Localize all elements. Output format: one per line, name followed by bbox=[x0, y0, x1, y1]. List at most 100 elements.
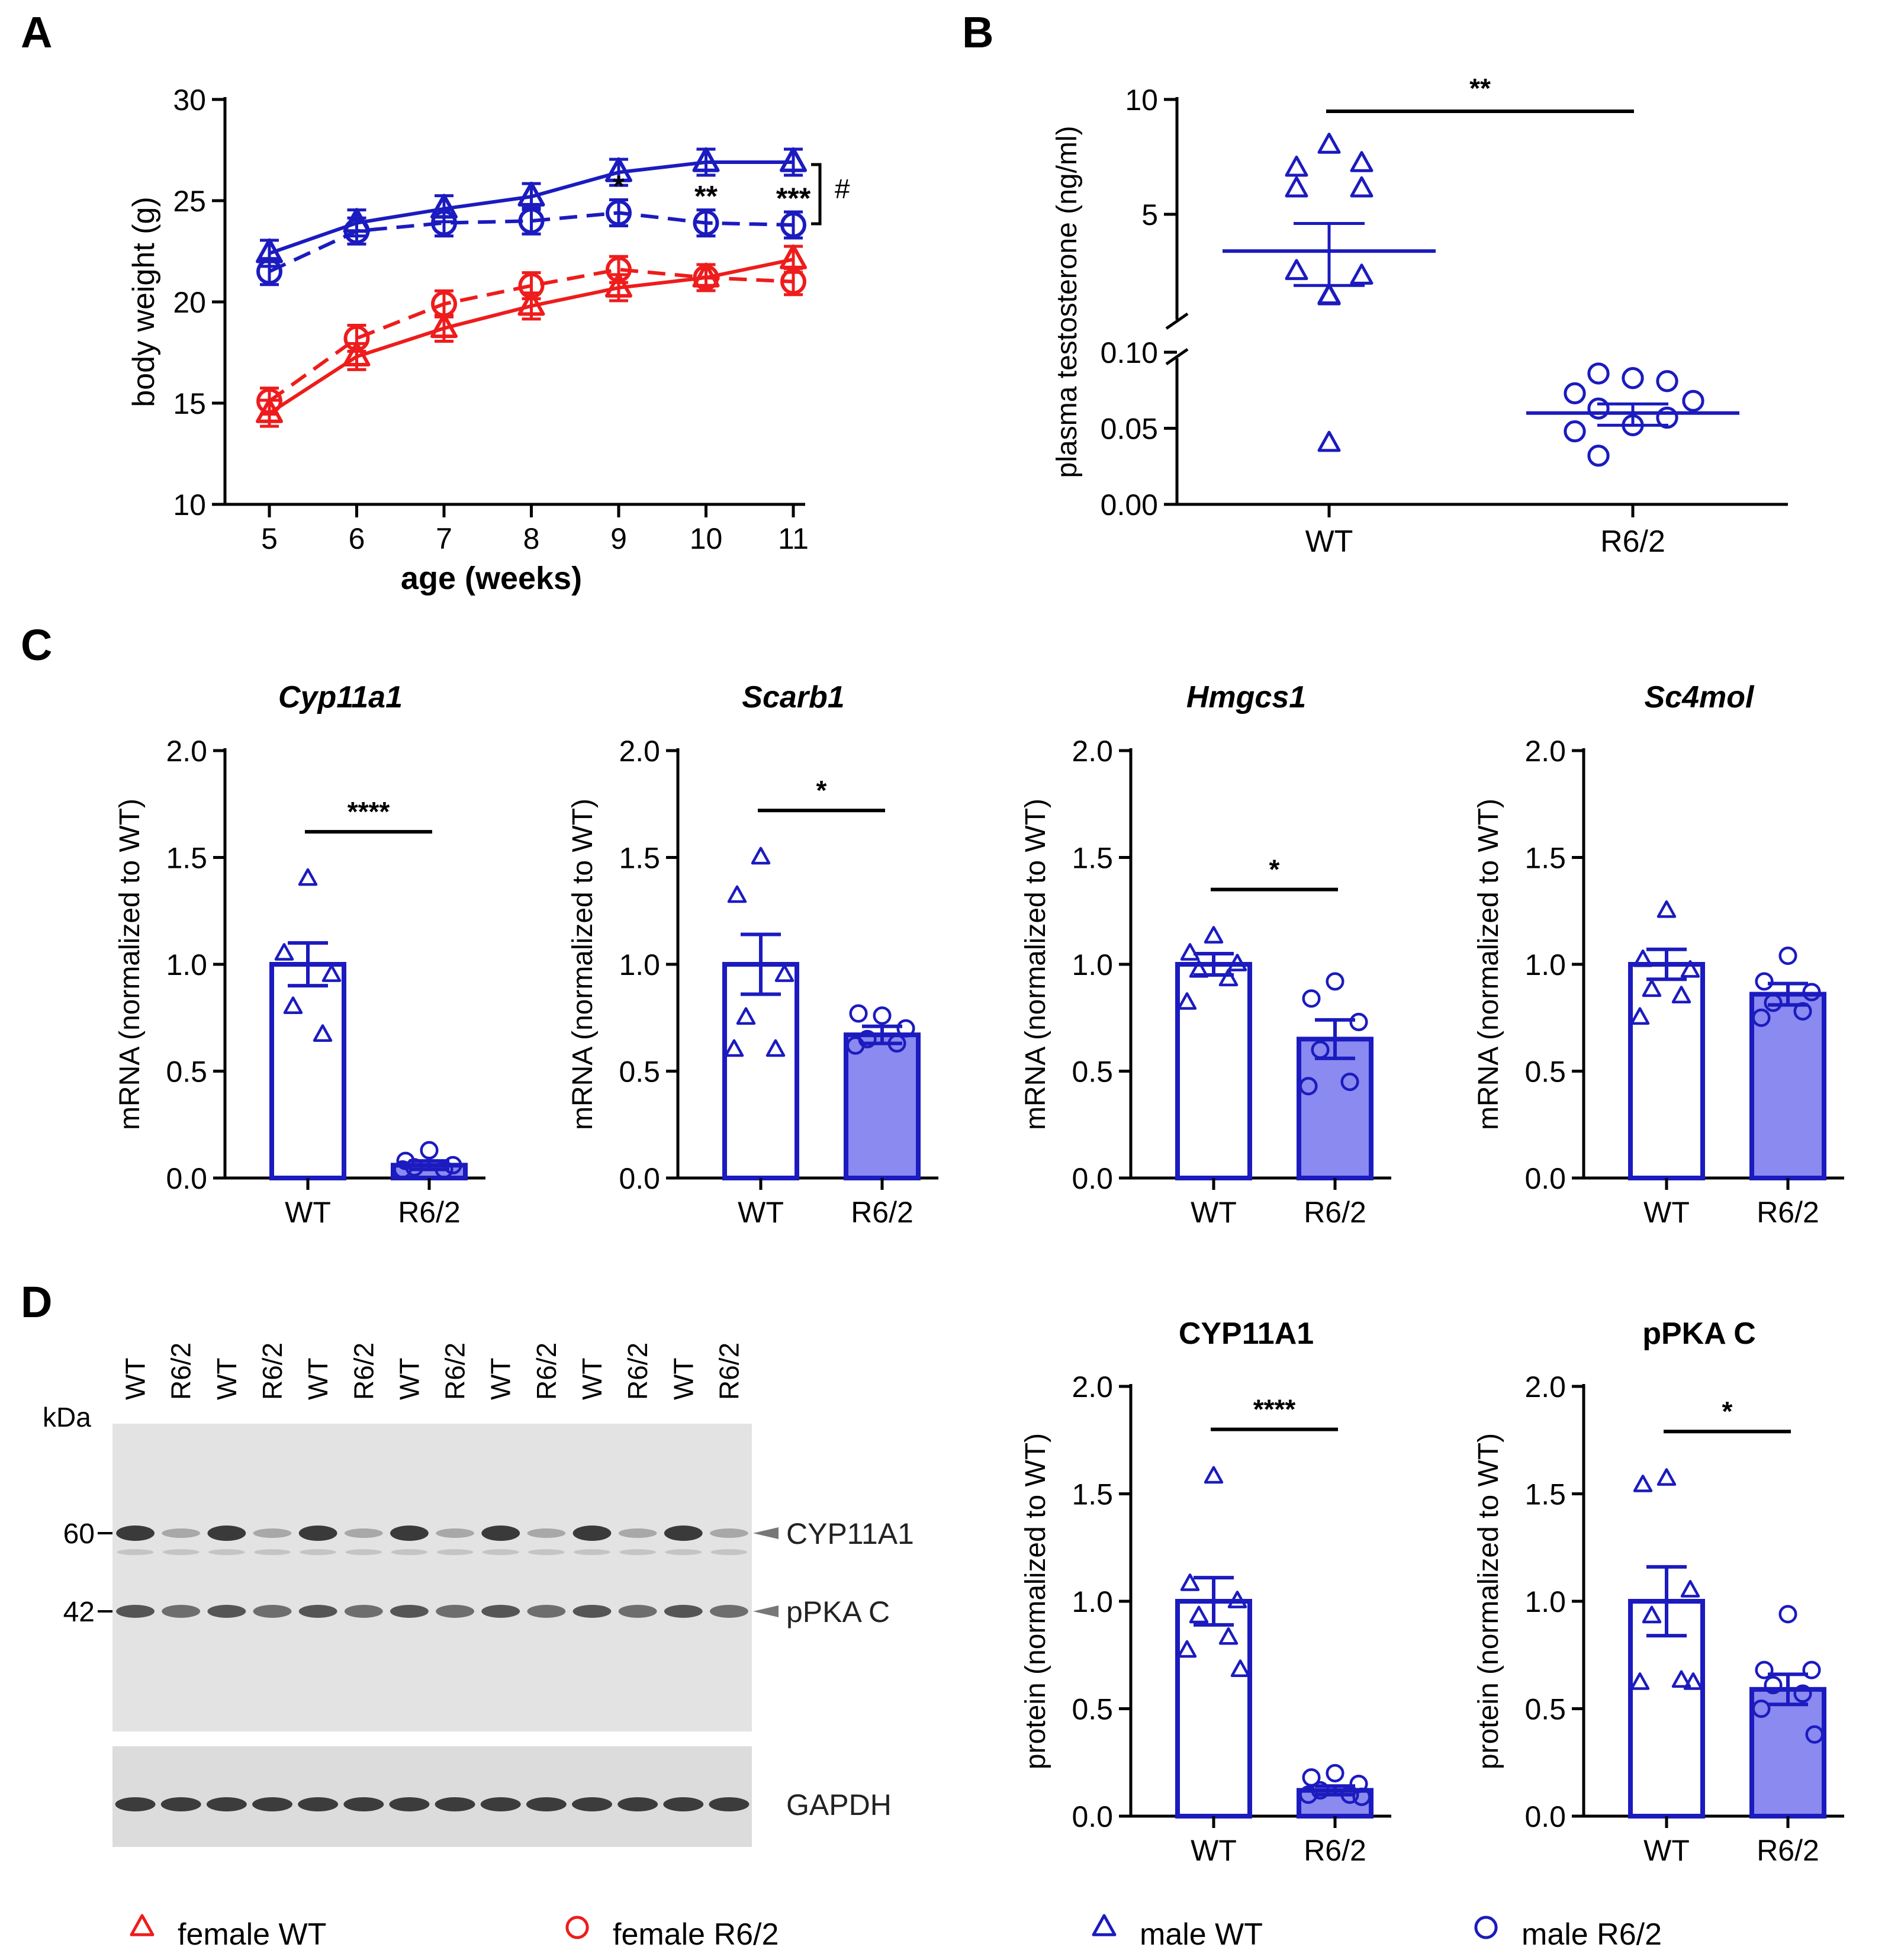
bar-x-tick-label: WT bbox=[1643, 1196, 1690, 1229]
blot-lane-label: WT bbox=[577, 1357, 607, 1400]
bar-data-point bbox=[1349, 1775, 1368, 1794]
bar-significance: * bbox=[816, 775, 827, 806]
blot-band-faint bbox=[117, 1549, 154, 1555]
bar-y-tick-label: 1.0 bbox=[166, 948, 207, 981]
blot-band-gapdh bbox=[298, 1797, 339, 1811]
a-x-tick-label: 9 bbox=[610, 522, 627, 555]
a-data-point bbox=[693, 264, 719, 291]
bar-y-tick-label: 2.0 bbox=[166, 735, 207, 768]
bar-chart-title: Scarb1 bbox=[742, 680, 844, 715]
bar-r62 bbox=[1749, 1687, 1826, 1819]
b-data-point bbox=[1285, 176, 1308, 198]
blot-band-gapdh bbox=[252, 1797, 292, 1811]
a-y-tick-label: 15 bbox=[173, 387, 206, 420]
bar-x-tick-label: R6/2 bbox=[1757, 1834, 1819, 1867]
bar-data-point bbox=[1671, 1670, 1691, 1688]
blot-band-ppka bbox=[298, 1605, 337, 1618]
b-data-point bbox=[1350, 176, 1374, 198]
legend-item: male R6/2 bbox=[1474, 1916, 1662, 1952]
bar-significance: * bbox=[1269, 854, 1280, 885]
blot-band-faint bbox=[574, 1549, 610, 1555]
a-significance: ** bbox=[694, 180, 718, 213]
legend-item: male WT bbox=[1092, 1914, 1263, 1952]
blot-lane-label: WT bbox=[668, 1357, 699, 1400]
bar-data-point bbox=[1180, 943, 1200, 961]
legend-item: female R6/2 bbox=[565, 1916, 779, 1952]
panel-d-protein-charts: 0.0 0.5 1.0 1.5 2.0 protein (normalized to WT… bbox=[1020, 1317, 1844, 1867]
blot-band-faint bbox=[208, 1549, 245, 1555]
a-data-point bbox=[343, 325, 370, 352]
a-data-point bbox=[517, 291, 545, 316]
blot-band-cyp11a1 bbox=[207, 1525, 246, 1541]
blot-band-cyp11a1 bbox=[710, 1528, 748, 1538]
a-data-point bbox=[606, 199, 632, 226]
blot-label-gapdh: GAPDH bbox=[786, 1788, 892, 1821]
bar-data-point bbox=[1227, 954, 1247, 971]
blot-band-gapdh bbox=[480, 1797, 521, 1811]
bar-chart-cyp11a1: 0.0 0.5 1.0 1.5 2.0 mRNA (normalized to WT) Cy… bbox=[114, 680, 485, 1229]
blot-band-ppka bbox=[162, 1605, 201, 1618]
blot-lane-label: R6/2 bbox=[166, 1343, 197, 1400]
bar-data-point bbox=[1326, 1763, 1344, 1782]
bar-data-point bbox=[1189, 960, 1209, 978]
blot-main-membrane bbox=[112, 1424, 752, 1732]
a-data-point bbox=[605, 157, 632, 182]
bar-y-tick-label: 2.0 bbox=[1072, 1370, 1113, 1404]
bar-data-point bbox=[887, 1034, 906, 1053]
blot-label-ppka: pPKA C bbox=[786, 1595, 890, 1628]
bar-x-tick-label: WT bbox=[1643, 1834, 1690, 1867]
legend-label: female R6/2 bbox=[613, 1917, 779, 1952]
bar-data-point bbox=[313, 1024, 333, 1042]
blot-lane-label: R6/2 bbox=[622, 1343, 653, 1400]
bar-data-point bbox=[1793, 1684, 1812, 1703]
b-y-tick-label: 0.00 bbox=[1101, 488, 1158, 522]
b-axis-break bbox=[1165, 347, 1189, 366]
blot-band-gapdh bbox=[663, 1797, 704, 1811]
a-data-point bbox=[605, 272, 632, 298]
bar-y-tick-label: 0.0 bbox=[1524, 1162, 1566, 1195]
legend-label: male WT bbox=[1140, 1917, 1263, 1952]
a-x-axis-title: age (weeks) bbox=[401, 561, 582, 596]
bar-y-tick-label: 2.0 bbox=[1524, 735, 1566, 768]
blot-band-cyp11a1 bbox=[253, 1528, 292, 1538]
a-data-point bbox=[780, 268, 806, 295]
bar-data-point bbox=[1218, 968, 1239, 987]
b-y-tick-label: 0.05 bbox=[1101, 413, 1158, 446]
a-y-tick-label: 10 bbox=[173, 488, 206, 522]
bar-data-point bbox=[283, 996, 303, 1015]
bar-x-tick-label: WT bbox=[285, 1196, 331, 1229]
bar-data-point bbox=[1180, 1573, 1200, 1591]
a-data-point bbox=[606, 256, 632, 283]
bar-y-tick-label: 1.0 bbox=[1072, 948, 1113, 981]
bar-y-axis-title: mRNA (normalized to WT) bbox=[114, 799, 146, 1130]
bar-r62 bbox=[1749, 992, 1826, 1181]
b-y-axis-title: plasma testosterone (ng/ml) bbox=[1051, 126, 1083, 478]
blot-band-gapdh bbox=[115, 1797, 156, 1811]
blot-band-faint bbox=[436, 1549, 474, 1555]
bar-y-tick-label: 2.0 bbox=[1072, 735, 1113, 768]
bar-y-tick-label: 0.0 bbox=[1524, 1800, 1566, 1833]
blot-band-ppka bbox=[116, 1605, 155, 1618]
panel-label-c: C bbox=[21, 620, 52, 670]
bar-data-point bbox=[846, 1036, 865, 1055]
bar-data-point bbox=[1230, 1659, 1250, 1677]
a-x-tick-label: 5 bbox=[261, 522, 278, 555]
a-data-point bbox=[431, 291, 457, 317]
blot-band-cyp11a1 bbox=[116, 1525, 155, 1541]
blot-band-faint bbox=[665, 1549, 702, 1555]
blot-band-ppka bbox=[710, 1605, 748, 1618]
western-blot: WT R6/2 WT R6/2 WT R6/2 WT R6/2 WT R6/2 WT R6/2 WT R6… bbox=[43, 1343, 914, 1847]
legend-circle-icon bbox=[1474, 1916, 1498, 1939]
blot-band-gapdh bbox=[206, 1797, 247, 1811]
blot-band-cyp11a1 bbox=[664, 1525, 703, 1541]
bar-data-point bbox=[443, 1156, 462, 1174]
blot-band-faint bbox=[345, 1549, 382, 1555]
bar-data-point bbox=[1311, 1781, 1330, 1800]
bar-data-point bbox=[1752, 1699, 1771, 1718]
bar-y-axis-title: mRNA (normalized to WT) bbox=[1473, 799, 1504, 1130]
b-y-tick-label: 5 bbox=[1141, 198, 1158, 231]
blot-label-cyp11a1: CYP11A1 bbox=[786, 1517, 914, 1550]
b-data-point bbox=[1317, 283, 1341, 305]
bar-data-point bbox=[1633, 949, 1653, 967]
bar-wt bbox=[1628, 962, 1705, 1180]
